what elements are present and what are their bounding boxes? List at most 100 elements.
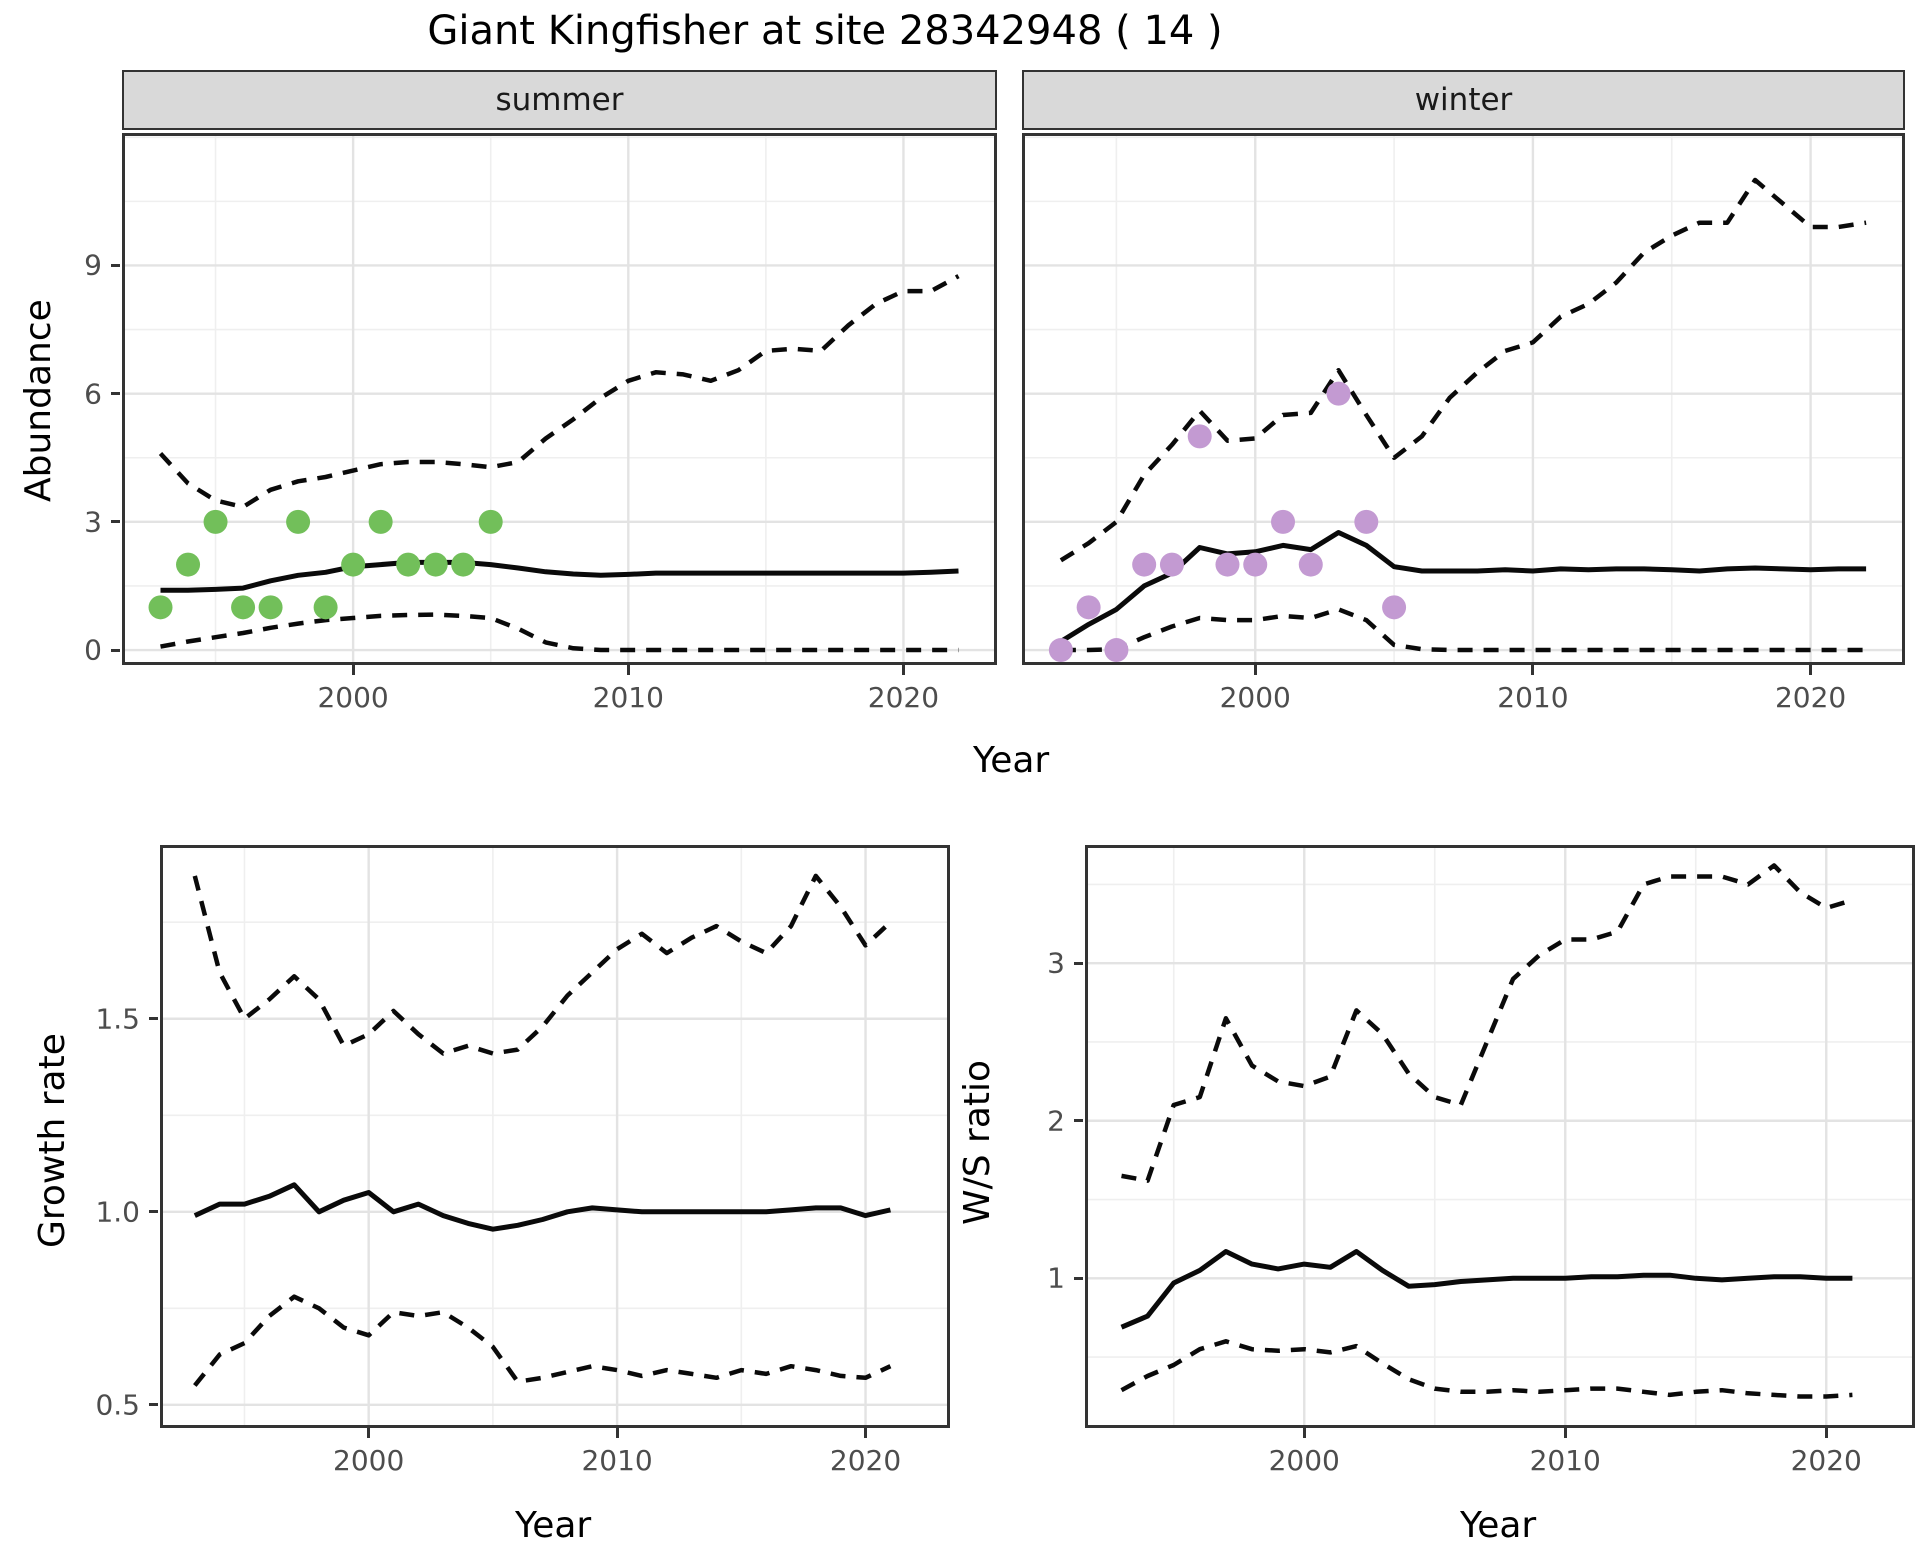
panel-border	[1085, 845, 1915, 1428]
x-tick-label: 2000	[333, 1444, 405, 1477]
data-point	[286, 509, 311, 534]
data-point	[1159, 552, 1184, 577]
data-point	[341, 552, 366, 577]
panel-border	[122, 133, 997, 665]
y-tick-label: 9	[84, 248, 102, 282]
y-tick-mark	[1074, 1119, 1083, 1123]
y-tick-label: 1.5	[95, 1002, 140, 1036]
data-point	[1132, 552, 1157, 577]
x-axis-title-ratio-year: Year	[1460, 1505, 1537, 1546]
data-point	[1048, 638, 1073, 663]
median-line	[160, 559, 959, 593]
y-tick-label: 1	[1047, 1261, 1065, 1295]
chart-title: Giant Kingfisher at site 28342948 ( 14 )	[427, 8, 1223, 54]
facet-strip-summer-label: summer	[495, 82, 624, 118]
x-tick-mark	[351, 665, 355, 675]
x-tick-label: 2020	[1790, 1444, 1862, 1477]
ci-lower-line	[1060, 607, 1867, 653]
y-tick-mark	[111, 520, 120, 524]
data-point	[451, 552, 476, 577]
x-tick-mark	[626, 665, 630, 675]
data-point	[1326, 381, 1351, 406]
facet-strip-winter: winter	[1022, 70, 1905, 130]
data-point	[1215, 552, 1240, 577]
facet-strip-winter-label: winter	[1414, 82, 1513, 118]
data-point	[1076, 595, 1101, 620]
ci-lower-line	[1120, 1339, 1853, 1399]
y-tick-mark	[111, 648, 120, 652]
ci-upper-line	[1121, 863, 1854, 1183]
data-point	[478, 509, 503, 534]
data-point	[1187, 424, 1212, 449]
x-tick-label: 2000	[1268, 1444, 1340, 1477]
ci-lower-line	[160, 612, 959, 653]
data-point	[423, 552, 448, 577]
x-tick-mark	[1563, 1428, 1567, 1438]
y-tick-label: 3	[1047, 946, 1065, 980]
y-tick-label: 3	[84, 505, 102, 539]
x-tick-mark	[1302, 1428, 1306, 1438]
x-tick-mark	[367, 1428, 371, 1438]
y-tick-label: 0.5	[95, 1388, 140, 1422]
median-line	[1120, 1249, 1853, 1330]
ci-lower-line	[193, 1294, 892, 1387]
ci-upper-line	[1059, 177, 1867, 563]
panel-border	[160, 845, 950, 1428]
x-tick-mark	[1824, 1428, 1828, 1438]
data-point	[176, 552, 201, 577]
x-tick-label: 2010	[1529, 1444, 1601, 1477]
y-axis-title-ws-ratio: W/S ratio	[957, 1059, 998, 1225]
data-point	[396, 552, 421, 577]
facet-strip-summer: summer	[122, 70, 997, 130]
median-line	[1059, 530, 1867, 644]
y-tick-mark	[1074, 961, 1083, 965]
y-tick-mark	[149, 1017, 158, 1021]
y-tick-label: 2	[1047, 1104, 1065, 1138]
x-tick-label: 2000	[1219, 681, 1291, 714]
x-axis-title-top-year: Year	[973, 740, 1050, 781]
y-tick-mark	[111, 263, 120, 267]
y-tick-mark	[1074, 1276, 1083, 1280]
data-point	[368, 509, 393, 534]
panel-border	[1022, 133, 1905, 665]
y-tick-label: 0	[84, 633, 102, 667]
x-tick-mark	[615, 1428, 619, 1438]
data-point	[231, 595, 256, 620]
data-point	[313, 595, 338, 620]
data-point	[258, 595, 283, 620]
x-tick-label: 2020	[1774, 681, 1847, 714]
x-tick-label: 2000	[317, 681, 389, 714]
y-tick-mark	[111, 392, 120, 396]
x-tick-label: 2020	[867, 681, 940, 714]
panel-summer-abundance	[122, 133, 997, 665]
y-tick-label: 6	[84, 377, 102, 411]
data-point	[1298, 552, 1323, 577]
data-point	[148, 595, 173, 620]
panel-winter-abundance	[1022, 133, 1905, 665]
panel-growth-rate	[160, 845, 950, 1428]
x-tick-label: 2010	[1497, 681, 1569, 714]
x-tick-mark	[1253, 665, 1257, 675]
x-tick-mark	[901, 665, 905, 675]
y-tick-mark	[149, 1210, 158, 1214]
x-tick-label: 2010	[592, 681, 664, 714]
data-point	[203, 509, 228, 534]
data-point	[1271, 509, 1296, 534]
data-point	[1354, 509, 1379, 534]
panel-ws-ratio	[1085, 845, 1915, 1428]
x-tick-mark	[1809, 665, 1813, 675]
y-tick-mark	[149, 1403, 158, 1407]
data-point	[1104, 638, 1129, 663]
x-tick-label: 2020	[829, 1444, 902, 1477]
x-tick-mark	[864, 1428, 868, 1438]
x-tick-label: 2010	[581, 1444, 653, 1477]
data-point	[1382, 595, 1407, 620]
x-tick-mark	[1531, 665, 1535, 675]
median-line	[193, 1182, 891, 1232]
y-tick-label: 1.0	[95, 1195, 140, 1229]
ci-upper-line	[158, 274, 960, 510]
x-axis-title-growth-year: Year	[515, 1505, 592, 1546]
ci-upper-line	[192, 873, 892, 1056]
data-point	[1243, 552, 1268, 577]
